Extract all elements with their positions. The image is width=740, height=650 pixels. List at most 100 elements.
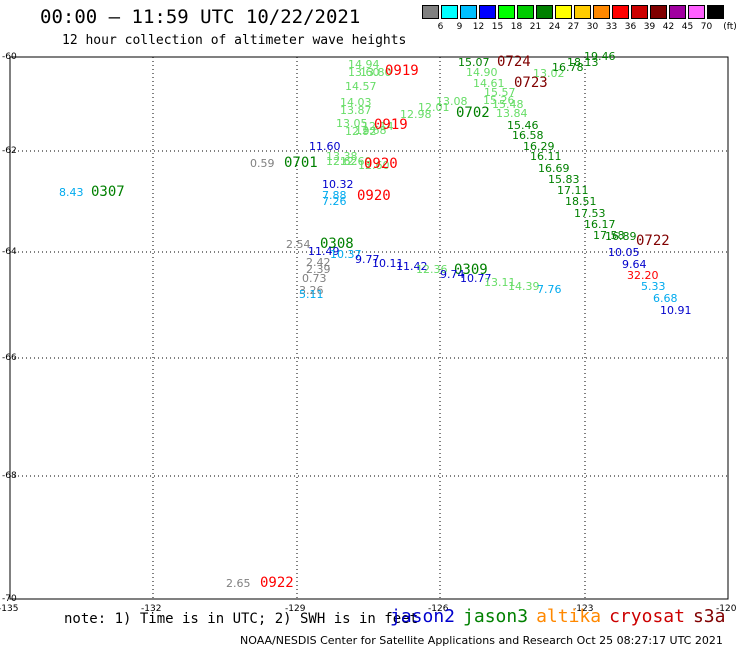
legend-label: 30	[586, 22, 599, 32]
wave-height-value: 15.57	[484, 86, 516, 99]
latitude-label: -62	[2, 146, 17, 156]
wave-height-value: 7.26	[322, 195, 347, 208]
wave-height-value: 12.68	[355, 124, 387, 137]
wave-height-value: 12.36	[416, 263, 448, 276]
longitude-label: -120	[716, 604, 737, 614]
wave-height-value: 10.05	[608, 246, 640, 259]
wave-height-value: 10.32	[322, 178, 354, 191]
satellite-name: altika	[536, 606, 602, 627]
pass-time-label: 0724	[497, 54, 531, 70]
wave-height-value: 15.07	[458, 56, 490, 69]
legend-label: 12	[472, 22, 485, 32]
pass-time-label: 0308	[320, 236, 354, 252]
wave-height-value: 18.13	[567, 56, 599, 69]
wave-height-value: 13.38	[326, 150, 358, 163]
wave-height-value: 15.46	[507, 119, 539, 132]
legend-unit: (ft)	[723, 22, 737, 32]
wave-height-value: 13.87	[340, 104, 372, 117]
legend-swatch	[669, 5, 686, 19]
wave-height-value: 16.69	[538, 162, 570, 175]
wave-height-value: 19.46	[584, 50, 616, 63]
page-subtitle: 12 hour collection of altimeter wave hei…	[62, 33, 407, 48]
pass-time-label: 0309	[454, 262, 488, 278]
wave-height-value: 13.08	[436, 95, 468, 108]
satellite-name: jason2	[390, 606, 456, 627]
legend-swatch	[479, 5, 496, 19]
wave-height-value: 14.03	[340, 96, 372, 109]
wave-height-value: 5.11	[299, 288, 324, 301]
legend-swatch	[517, 5, 534, 19]
wave-height-value: 9.74	[440, 268, 465, 281]
wave-height-value: 2.42	[306, 256, 331, 269]
legend-label: 45	[681, 22, 694, 32]
legend-swatch	[441, 5, 458, 19]
latitude-label: -68	[2, 471, 17, 481]
satellite-legend: jason2 jason3 altika cryosat s3a	[390, 606, 733, 627]
pass-time-label: 0919	[374, 117, 408, 133]
wave-height-value: 15.26	[483, 94, 515, 107]
legend-swatch	[612, 5, 629, 19]
wave-height-value: 3.26	[299, 284, 324, 297]
wave-height-value: 2.65	[226, 577, 251, 590]
pass-time-label: 0722	[636, 233, 670, 249]
satellite-name: s3a	[692, 606, 726, 627]
wave-height-value: 12.62	[326, 155, 358, 168]
wave-height-value: 0.59	[250, 157, 275, 170]
wave-height-value: 12.01	[418, 101, 450, 114]
wave-height-value: 14.90	[466, 66, 498, 79]
latitude-label: -66	[2, 353, 17, 363]
legend-swatch	[593, 5, 610, 19]
wave-height-value: 15.83	[548, 173, 580, 186]
legend-label: 33	[605, 22, 618, 32]
legend-swatch	[555, 5, 572, 19]
wave-height-value: 13.84	[496, 107, 528, 120]
legend-swatch	[536, 5, 553, 19]
longitude-label: -126	[428, 604, 449, 614]
legend-swatch	[650, 5, 667, 19]
wave-height-value: 9.77	[355, 253, 380, 266]
latitude-label: -64	[2, 247, 17, 257]
legend-label: 9	[456, 22, 463, 32]
wave-height-value: 32.20	[627, 269, 659, 282]
wave-height-value: 14.94	[348, 58, 380, 71]
wave-height-value: 16.11	[530, 150, 562, 163]
map-labels: 14.9413.6013.80091914.5714.0313.8713.051…	[59, 50, 692, 591]
wave-height-value: 10.77	[460, 272, 492, 285]
legend-swatch	[574, 5, 591, 19]
legend-swatch	[460, 5, 477, 19]
wave-height-value: 10.11	[372, 257, 404, 270]
wave-height-value: 13.02	[533, 67, 565, 80]
wave-height-value: 18.51	[565, 195, 597, 208]
legend-label: 42	[662, 22, 675, 32]
pass-time-label: 0922	[260, 575, 294, 591]
wave-height-value: 14.61	[473, 77, 505, 90]
wave-height-value: 6.68	[653, 292, 678, 305]
longitude-label: -135	[0, 604, 19, 614]
wave-height-value: 16.78	[552, 61, 584, 74]
wave-height-value: 11.42	[396, 260, 428, 273]
page-title: 00:00 – 11:59 UTC 10/22/2021	[40, 6, 361, 28]
satellite-name: cryosat	[609, 606, 685, 627]
legend-swatch	[422, 5, 439, 19]
legend-label: 39	[643, 22, 656, 32]
wave-height-value: 16.58	[512, 129, 544, 142]
wave-height-value: 10.37	[330, 248, 362, 261]
legend-label: 21	[529, 22, 542, 32]
wave-height-value: 13.80	[360, 66, 392, 79]
pass-time-label: 0920	[357, 188, 391, 204]
wave-height-value: 8.43	[59, 186, 84, 199]
latitude-label: -60	[2, 52, 17, 62]
wave-height-value: 11.60	[309, 140, 341, 153]
wave-height-value: 17.53	[574, 207, 606, 220]
longitude-label: -132	[141, 604, 162, 614]
wave-height-value: 12.98	[400, 108, 432, 121]
pass-time-label: 0307	[91, 184, 125, 200]
wave-height-value: 9.64	[622, 258, 647, 271]
legend-label: 24	[548, 22, 561, 32]
wave-height-value: 7.88	[322, 189, 347, 202]
legend-swatch	[498, 5, 515, 19]
longitude-label: -123	[573, 604, 594, 614]
wave-height-value: 15.48	[492, 98, 524, 111]
wave-height-value: 17.58	[593, 229, 625, 242]
